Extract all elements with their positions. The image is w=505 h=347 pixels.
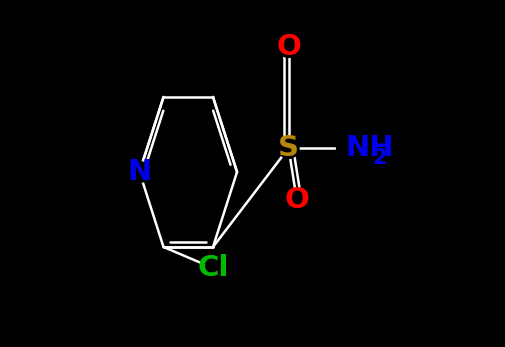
Circle shape [278,138,299,159]
Text: Cl: Cl [197,254,229,282]
Circle shape [336,138,358,159]
Text: S: S [278,134,299,162]
Circle shape [278,36,299,57]
Text: 2: 2 [372,148,386,168]
Text: O: O [284,186,309,214]
Circle shape [286,189,307,210]
Circle shape [129,162,150,183]
Text: N: N [127,158,152,186]
Circle shape [203,257,223,278]
Text: NH: NH [345,134,394,162]
Text: O: O [276,33,301,61]
